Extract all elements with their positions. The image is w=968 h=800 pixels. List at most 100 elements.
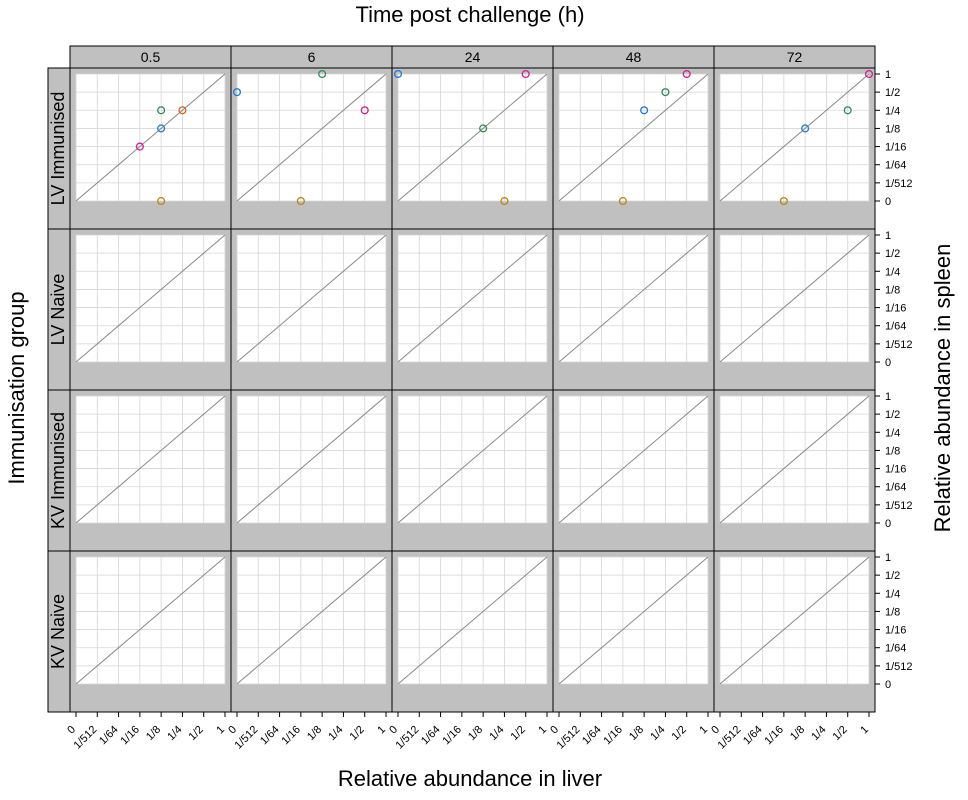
data-point <box>500 196 509 206</box>
reference-line <box>236 395 387 524</box>
x-tick-label: 1 <box>858 724 871 737</box>
y-tick-label: 1 <box>885 552 891 564</box>
x-tick-label: 0 <box>387 724 400 737</box>
data-point <box>157 106 166 115</box>
y-tick-label: 0 <box>885 196 891 208</box>
reference-line <box>558 395 709 524</box>
data-point <box>661 88 670 97</box>
row-strip-label: KV Immunised <box>48 412 68 529</box>
panel-lv-immunised-24 <box>391 67 554 230</box>
reference-line <box>397 395 548 524</box>
x-tick-label: 1 <box>697 724 710 737</box>
y-tick-label: 1/2 <box>885 87 900 99</box>
x-tick-label: 1/64 <box>419 724 443 748</box>
x-tick-label: 1/4 <box>809 724 828 743</box>
y-tick-label: 1/8 <box>885 123 900 135</box>
panel-kv-naive-48 <box>552 550 715 713</box>
col-strip-label: 0.5 <box>141 49 161 65</box>
reference-line <box>75 73 226 202</box>
panel-lv-immunised-72 <box>713 67 876 230</box>
chart-title: Time post challenge (h) <box>355 2 584 27</box>
x-tick-label: 1/2 <box>831 724 850 743</box>
row-strip-label: LV Immunised <box>48 92 68 206</box>
x-tick-label: 1/2 <box>187 724 206 743</box>
panel-kv-naive-6 <box>230 550 393 713</box>
x-tick-label: 1/16 <box>279 724 303 748</box>
row-strip-label: LV Naive <box>48 274 68 346</box>
y-tick-label: 1/16 <box>885 625 906 637</box>
y-tick-label: 1/512 <box>885 661 913 673</box>
panel-lv-naive-0.5 <box>69 228 232 391</box>
panel-kv-immunised-48 <box>552 389 715 552</box>
col-strip-label: 24 <box>465 49 481 65</box>
x-tick-label: 1/64 <box>97 724 121 748</box>
y-tick-label: 1/512 <box>885 500 913 512</box>
data-point <box>479 124 488 133</box>
y-tick-label: 1/4 <box>885 427 900 439</box>
data-point <box>779 196 788 206</box>
panel-lv-immunised-48 <box>552 67 715 230</box>
y-tick-label: 1/8 <box>885 445 900 457</box>
x-tick-label: 1/64 <box>258 724 282 748</box>
reference-line <box>75 234 226 363</box>
panel-grid: 0.5 6 24 48 72 LV Immunised LV Naive KV Immunis… <box>47 45 876 713</box>
y-tick-label: 1/2 <box>885 409 900 421</box>
reference-line <box>719 234 870 363</box>
y-tick-label: 1/512 <box>885 178 913 190</box>
data-point <box>360 106 369 115</box>
y-tick-label: 1/8 <box>885 606 900 618</box>
reference-line <box>397 73 548 202</box>
panel-kv-naive-72 <box>713 550 876 713</box>
x-tick-label: 1/512 <box>393 724 421 752</box>
reference-line <box>236 556 387 685</box>
reference-line <box>397 234 548 363</box>
y-tick-label: 1/4 <box>885 588 900 600</box>
x-tick-label: 1/8 <box>466 724 485 743</box>
panel-kv-naive-0.5 <box>69 550 232 713</box>
panel-kv-immunised-24 <box>391 389 554 552</box>
data-point <box>393 69 403 79</box>
data-point <box>618 196 627 206</box>
panel-kv-immunised-72 <box>713 389 876 552</box>
x-tick-label: 1 <box>214 724 227 737</box>
y-tick-label: 1 <box>885 69 891 81</box>
data-point <box>801 124 810 133</box>
panel-lv-naive-72 <box>713 228 876 391</box>
data-point <box>640 106 649 115</box>
reference-line <box>558 556 709 685</box>
x-tick-label: 1/512 <box>554 724 582 752</box>
y-tick-label: 1/512 <box>885 339 913 351</box>
panel-lv-naive-48 <box>552 228 715 391</box>
x-axis-label: Relative abundance in liver <box>338 766 602 791</box>
panel-lv-naive-24 <box>391 228 554 391</box>
x-tick-label: 1/512 <box>715 724 743 752</box>
data-point <box>843 106 852 115</box>
x-tick-label: 1/64 <box>580 724 604 748</box>
y-tick-label: 1 <box>885 230 891 242</box>
x-tick-label: 1/64 <box>741 724 765 748</box>
x-tick-label: 1/8 <box>788 724 807 743</box>
x-tick-label: 1/16 <box>118 724 142 748</box>
x-tick-label: 1/8 <box>144 724 163 743</box>
data-point <box>157 124 166 133</box>
reference-line <box>75 556 226 685</box>
x-tick-label: 0 <box>65 724 78 737</box>
x-tick-label: 1/4 <box>165 724 184 743</box>
y-tick-label: 1/2 <box>885 570 900 582</box>
y-tick-label: 1/8 <box>885 284 900 296</box>
reference-line <box>719 395 870 524</box>
x-tick-label: 1/2 <box>509 724 528 743</box>
panel-lv-naive-6 <box>230 228 393 391</box>
reference-line <box>75 395 226 524</box>
x-tick-label: 1/4 <box>487 724 506 743</box>
x-tick-label: 1 <box>375 724 388 737</box>
x-tick-label: 1/2 <box>670 724 689 743</box>
y-tick-label: 1/64 <box>885 160 906 172</box>
y-tick-label: 1/4 <box>885 266 900 278</box>
panel-kv-immunised-6 <box>230 389 393 552</box>
reference-line <box>719 73 870 202</box>
reference-line <box>236 234 387 363</box>
y-tick-label: 0 <box>885 357 891 369</box>
data-point <box>232 88 242 97</box>
